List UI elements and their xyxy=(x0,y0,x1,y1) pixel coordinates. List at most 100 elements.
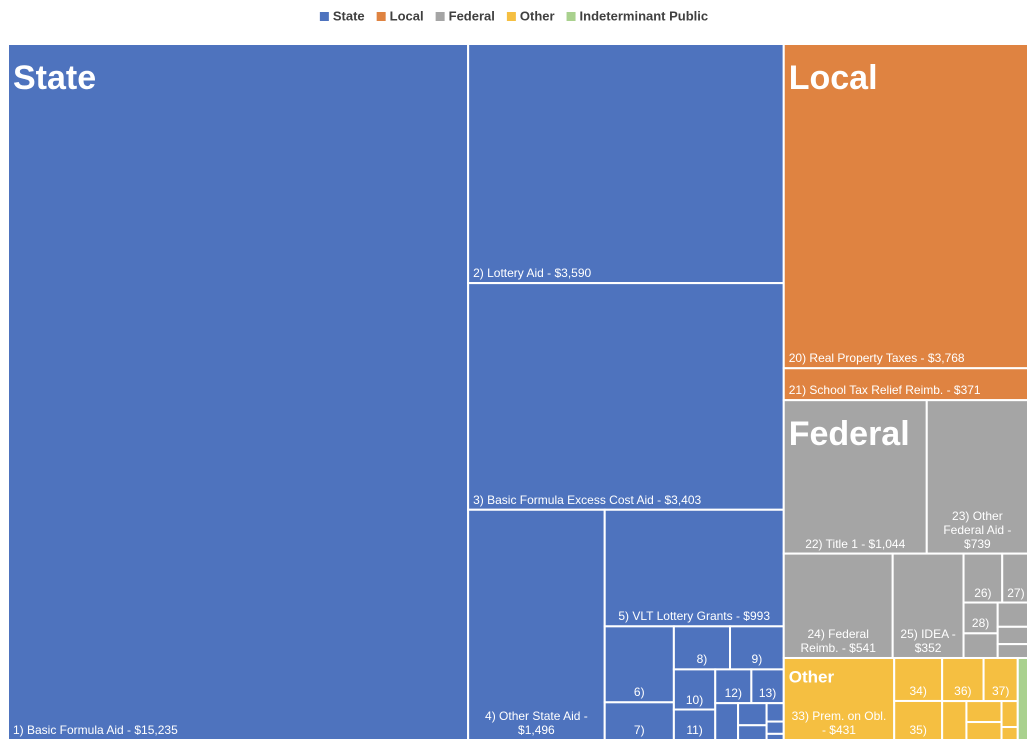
cell-label-box: 28) xyxy=(971,616,990,631)
treemap-cell xyxy=(965,721,1003,740)
treemap-cell xyxy=(1000,700,1019,729)
treemap-cell xyxy=(782,399,928,555)
treemap-cell xyxy=(672,625,732,671)
group-header: Local xyxy=(789,59,878,97)
cell-label: 10) xyxy=(685,692,704,707)
legend-swatch xyxy=(435,12,445,21)
cell-label-box: 2) Lottery Aid - $3,590 xyxy=(473,266,592,281)
cell-label: 11) xyxy=(686,722,703,737)
legend-label: Indeterminant Public xyxy=(580,8,709,23)
cell-label-box: 25) IDEA - $352 xyxy=(900,626,956,655)
cell-label-box: 7) xyxy=(633,722,645,737)
treemap-cell xyxy=(737,702,768,727)
legend-swatch xyxy=(506,12,516,21)
treemap-cell xyxy=(782,656,896,740)
legend-label: Local xyxy=(390,8,424,23)
treemap-cell xyxy=(672,668,717,711)
treemap-cell xyxy=(782,367,1028,402)
group-header: State xyxy=(13,59,96,97)
cell-label-box: 4) Other State Aid - $1,496 xyxy=(485,708,588,737)
treemap-cell xyxy=(782,552,894,659)
cell-label: 26) xyxy=(974,585,992,600)
legend-label: State xyxy=(333,8,365,23)
treemap-cell xyxy=(729,625,785,671)
cell-label-box: 35) xyxy=(909,722,927,737)
cell-label-box: 11) xyxy=(686,722,703,737)
cell-label: 7) xyxy=(633,722,645,737)
cell-label: 21) School Tax Relief Reimb. - $371 xyxy=(788,383,981,398)
cell-label: 5) VLT Lottery Grants - $993 xyxy=(618,609,771,624)
treemap-cell xyxy=(941,656,985,703)
cell-label: 23) Other Federal Aid - $739 xyxy=(943,508,1012,551)
cell-label: 27) xyxy=(1007,585,1025,600)
cell-label: 3) Basic Formula Excess Cost Aid - $3,40… xyxy=(473,492,702,507)
treemap-cell xyxy=(782,43,1028,370)
cell-label-box: 22) Title 1 - $1,044 xyxy=(805,536,906,551)
cell-label-box: 34) xyxy=(909,683,927,698)
cell-label-box: 1) Basic Formula Aid - $15,235 xyxy=(13,723,178,737)
cell-label-box: 6) xyxy=(633,685,645,700)
cell-label: 36) xyxy=(954,684,972,699)
legend-swatch xyxy=(376,12,386,21)
cell-label: 35) xyxy=(909,722,927,737)
treemap-cell xyxy=(1000,726,1019,740)
treemap-cell xyxy=(7,43,470,740)
cell-label-box: 3) Basic Formula Excess Cost Aid - $3,40… xyxy=(473,492,702,507)
cell-label-box: 23) Other Federal Aid - $739 xyxy=(943,508,1012,551)
cell-label-box: 5) VLT Lottery Grants - $993 xyxy=(618,609,771,624)
cell-label-box: 8) xyxy=(696,652,708,667)
group-header: Other xyxy=(789,667,835,686)
cell-label-box: 27) xyxy=(1007,585,1025,600)
cell-label: 24) Federal Reimb. - $541 xyxy=(800,626,876,655)
cell-label-box: 9) xyxy=(751,652,763,667)
cell-label-box: 26) xyxy=(974,585,992,600)
cell-label-box: 33) Prem. on Obl. - $431 xyxy=(791,708,887,737)
treemap-cell xyxy=(1016,656,1028,740)
treemap-cell xyxy=(996,601,1028,628)
cell-label-box: 36) xyxy=(954,684,972,699)
treemap-cell xyxy=(941,700,968,740)
cell-label: 1) Basic Formula Aid - $15,235 xyxy=(13,723,178,737)
legend-swatch xyxy=(566,12,576,21)
cell-label-box: 21) School Tax Relief Reimb. - $371 xyxy=(788,383,981,398)
treemap-cell xyxy=(891,552,965,659)
treemap-cell xyxy=(467,508,606,740)
group-header: Federal xyxy=(789,415,910,453)
cell-label-box: 12) xyxy=(724,686,742,701)
legend-swatch xyxy=(319,12,329,21)
treemap-cell xyxy=(765,702,785,723)
treemap-cell xyxy=(737,724,768,740)
legend-label: Other xyxy=(520,8,555,23)
cell-label: 12) xyxy=(724,686,742,701)
treemap-cell xyxy=(765,732,785,740)
cell-label: 8) xyxy=(696,652,708,667)
cell-label: 2) Lottery Aid - $3,590 xyxy=(473,266,592,281)
legend: State Local Federal Other Indeterminant Publ… xyxy=(319,8,709,23)
cell-label: 22) Title 1 - $1,044 xyxy=(805,536,906,551)
treemap-cell xyxy=(765,720,785,735)
cell-label: 13) xyxy=(758,686,777,701)
cell-label: 20) Real Property Taxes - $3,768 xyxy=(788,351,965,366)
cell-label: 25) IDEA - $352 xyxy=(900,626,956,655)
cell-label-box: 10) xyxy=(685,692,704,707)
treemap-cell xyxy=(467,43,785,285)
treemap-cell xyxy=(962,632,999,659)
cell-label-box: 24) Federal Reimb. - $541 xyxy=(800,626,876,655)
legend-label: Federal xyxy=(449,8,495,23)
treemap-cell xyxy=(962,601,999,635)
cell-label: 9) xyxy=(751,652,763,667)
cell-label: 37) xyxy=(991,684,1010,699)
treemap-cell xyxy=(996,643,1028,659)
cell-label: 28) xyxy=(971,616,990,631)
treemap-cell xyxy=(925,399,1028,555)
cell-label: 34) xyxy=(909,683,927,698)
treemap-cell xyxy=(714,702,740,740)
cell-label: 4) Other State Aid - $1,496 xyxy=(485,708,588,737)
treemap-cell xyxy=(965,700,1003,724)
cell-label-box: 13) xyxy=(758,686,777,701)
cell-label-box: 37) xyxy=(991,684,1010,699)
treemap-cell xyxy=(996,625,1028,646)
cell-label: 33) Prem. on Obl. - $431 xyxy=(791,708,887,737)
cell-label: 6) xyxy=(633,685,645,700)
